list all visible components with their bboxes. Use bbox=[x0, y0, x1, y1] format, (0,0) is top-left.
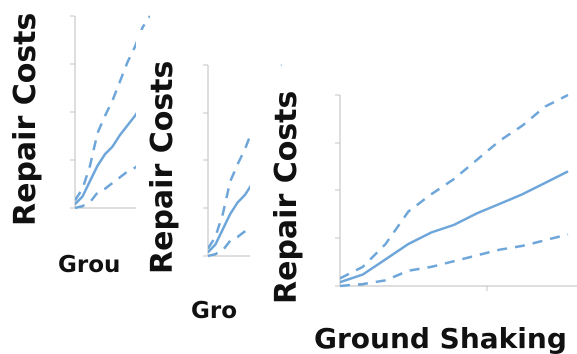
y-axis-label: Repair Costs bbox=[8, 13, 43, 226]
series-median bbox=[340, 170, 569, 284]
y-axis-label: Repair Costs bbox=[145, 61, 180, 274]
x-axis-label: Ground Shaking bbox=[314, 322, 567, 354]
x-axis-label: Gro bbox=[191, 298, 237, 324]
chart-front: Ground Shaking Repair Costs bbox=[250, 70, 577, 354]
series-upper-bound bbox=[340, 93, 569, 280]
chart-background bbox=[250, 70, 577, 354]
series-lower-bound bbox=[340, 233, 569, 288]
x-axis-label: Grou bbox=[58, 252, 120, 278]
y-axis-label: Repair Costs bbox=[269, 91, 304, 304]
plot-area bbox=[340, 93, 569, 288]
